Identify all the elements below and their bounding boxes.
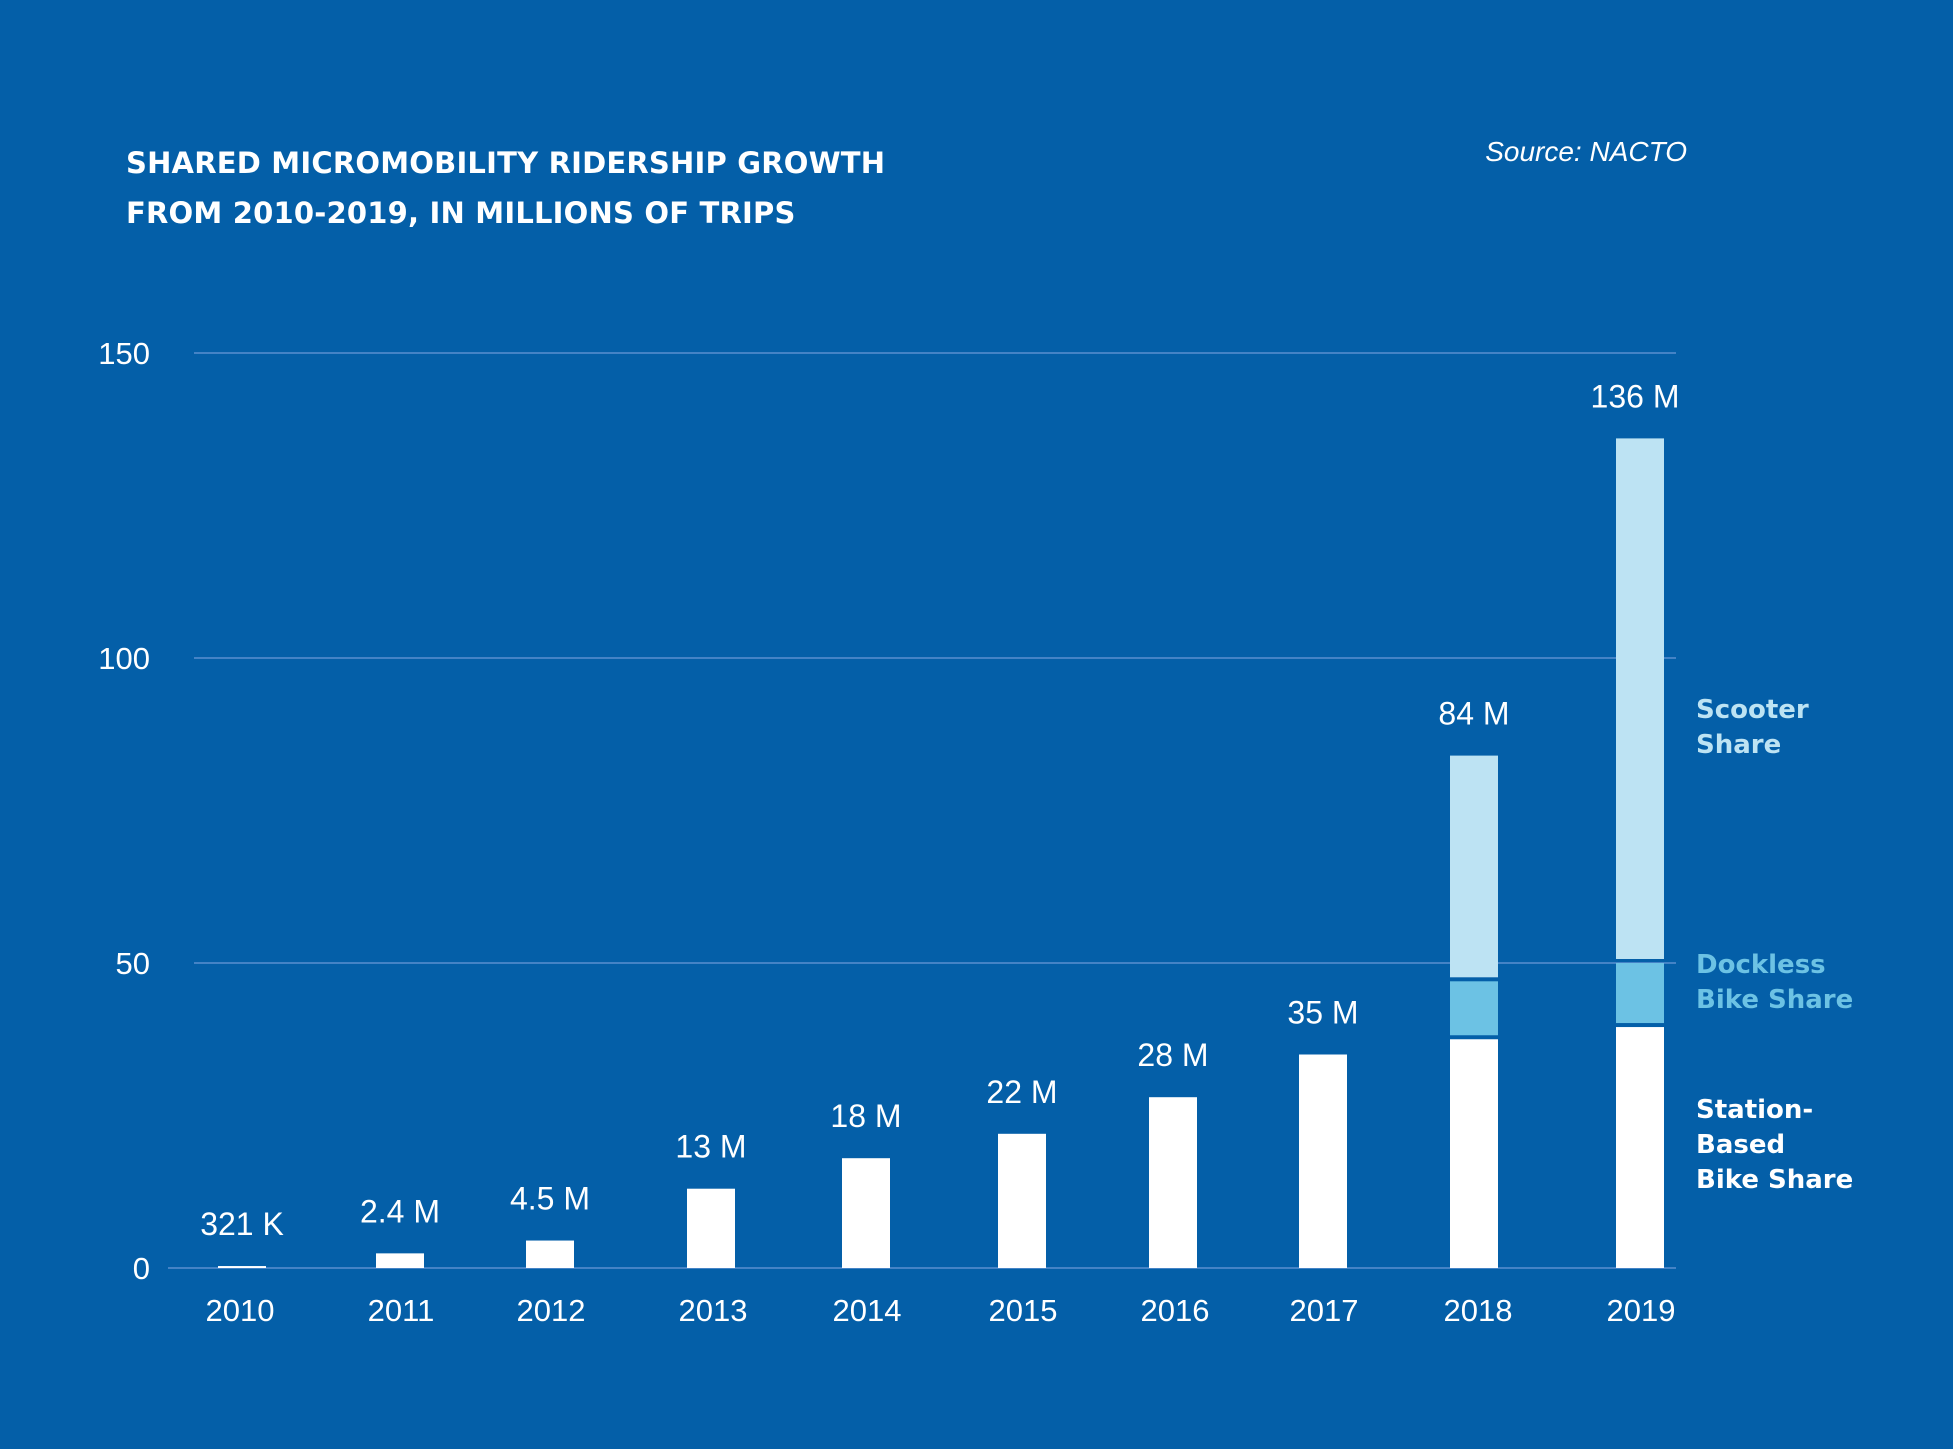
x-tick-label-2011: 2011	[368, 1293, 435, 1328]
x-axis-ticks: 2010 2011 2012 2013 2014 2015 2016 2017 2018 2019	[206, 1293, 1676, 1328]
x-tick-label-2016: 2016	[1141, 1293, 1210, 1328]
bar-2012-station-based-bike-share	[526, 1240, 574, 1268]
bars	[218, 438, 1664, 1268]
legend: Station- Based Bike Share Dockless Bike Shar…	[1696, 695, 1853, 1195]
y-tick-label-0: 0	[133, 1251, 150, 1286]
bar-2015-station-based-bike-share	[998, 1133, 1046, 1268]
source-note: Source: NACTO	[1485, 136, 1687, 167]
value-label-2013: 13 M	[675, 1129, 746, 1165]
value-label-2018: 84 M	[1438, 696, 1509, 732]
bar-2017-station-based-bike-share	[1299, 1054, 1347, 1268]
value-label-2012: 4.5 M	[510, 1181, 590, 1217]
x-tick-label-2019: 2019	[1607, 1293, 1676, 1328]
bar-2018-scooter-share	[1450, 755, 1498, 978]
x-tick-label-2017: 2017	[1290, 1293, 1359, 1328]
chart-title-line-1: SHARED MICROMOBILITY RIDERSHIP GROWTH	[126, 146, 886, 180]
bar-2018-station-based-bike-share	[1450, 1039, 1498, 1268]
value-label-2017: 35 M	[1287, 995, 1358, 1031]
x-tick-label-2012: 2012	[517, 1293, 586, 1328]
legend-line: Scooter	[1696, 695, 1809, 725]
value-label-2010: 321 K	[200, 1206, 284, 1242]
y-tick-label-100: 100	[98, 641, 150, 676]
bar-2010-station-based-bike-share	[218, 1266, 266, 1268]
legend-line: Bike Share	[1696, 985, 1853, 1015]
x-tick-label-2014: 2014	[833, 1293, 902, 1328]
legend-line: Share	[1696, 730, 1781, 760]
x-tick-label-2018: 2018	[1444, 1293, 1513, 1328]
bar-2016-station-based-bike-share	[1149, 1097, 1197, 1268]
y-tick-label-50: 50	[116, 946, 150, 981]
legend-station-based-bike-share: Station- Based Bike Share	[1696, 1095, 1853, 1195]
bar-2019-station-based-bike-share	[1616, 1027, 1664, 1268]
legend-line: Based	[1696, 1130, 1785, 1160]
bar-2013-station-based-bike-share	[687, 1188, 735, 1268]
chart-title-line-2: FROM 2010-2019, IN MILLIONS OF TRIPS	[126, 196, 796, 230]
legend-line: Station-	[1696, 1095, 1813, 1125]
value-label-2014: 18 M	[830, 1098, 901, 1134]
chart-title: SHARED MICROMOBILITY RIDERSHIP GROWTH FR…	[126, 138, 885, 238]
grid-lines	[168, 352, 1676, 1269]
bar-2014-station-based-bike-share	[842, 1158, 890, 1268]
legend-dockless-bike-share: Dockless Bike Share	[1696, 950, 1853, 1015]
value-label-2011: 2.4 M	[360, 1193, 440, 1229]
bar-2018-dockless-bike-share	[1450, 981, 1498, 1036]
y-axis-ticks: 0 50 100 150	[98, 336, 150, 1286]
x-tick-label-2013: 2013	[679, 1293, 748, 1328]
x-tick-label-2015: 2015	[989, 1293, 1058, 1328]
legend-scooter-share: Scooter Share	[1696, 695, 1809, 760]
bar-value-labels: 321 K 2.4 M 4.5 M 13 M 18 M 22 M 28 M 35 M 84 M 1…	[200, 378, 1679, 1242]
x-tick-label-2010: 2010	[206, 1293, 275, 1328]
value-label-2016: 28 M	[1137, 1037, 1208, 1073]
bar-2019-dockless-bike-share	[1616, 963, 1664, 1024]
bar-2019-scooter-share	[1616, 438, 1664, 959]
bar-2011-station-based-bike-share	[376, 1253, 424, 1268]
legend-line: Dockless	[1696, 950, 1826, 980]
value-label-2019: 136 M	[1591, 378, 1680, 414]
legend-line: Bike Share	[1696, 1165, 1853, 1195]
y-tick-label-150: 150	[98, 336, 150, 371]
value-label-2015: 22 M	[986, 1074, 1057, 1110]
